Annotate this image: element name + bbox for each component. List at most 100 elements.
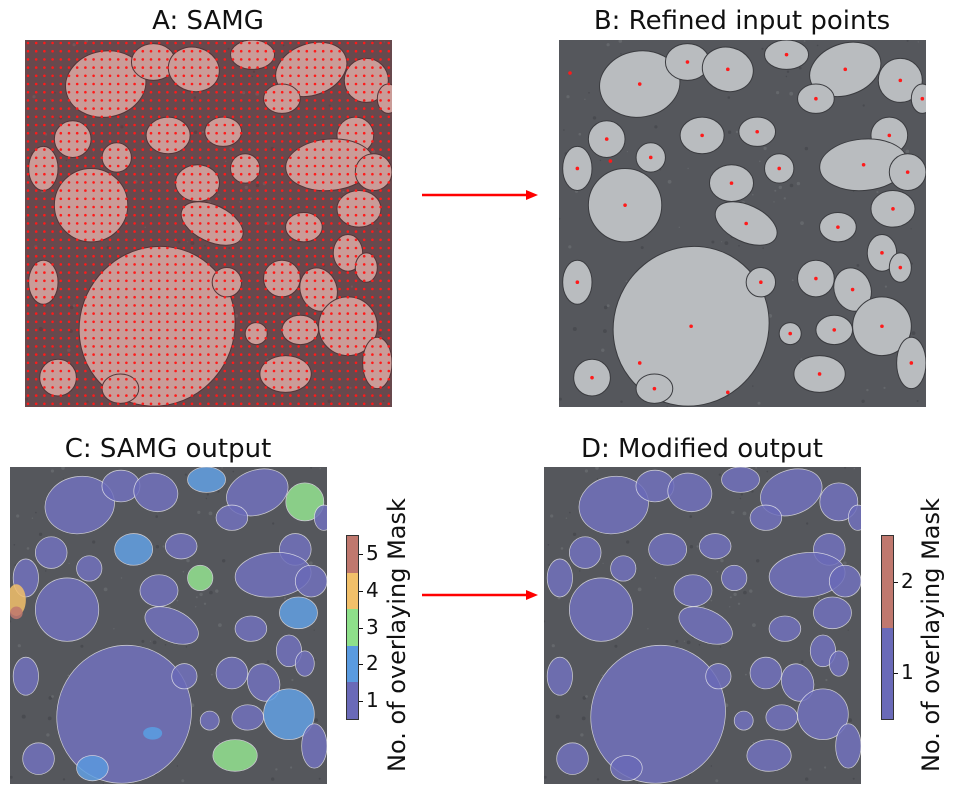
grid-point bbox=[321, 279, 325, 283]
grid-point bbox=[354, 82, 358, 86]
grid-point bbox=[51, 74, 54, 78]
sand-grain bbox=[559, 217, 561, 220]
grid-point bbox=[256, 99, 259, 102]
input-point bbox=[814, 276, 818, 281]
mask bbox=[199, 710, 220, 731]
grid-point bbox=[338, 328, 341, 332]
grid-point bbox=[59, 99, 63, 102]
grid-point bbox=[59, 304, 63, 307]
grid-point bbox=[313, 213, 317, 217]
grid-point bbox=[256, 230, 259, 233]
grid-point bbox=[297, 246, 300, 250]
grid-point bbox=[26, 279, 30, 283]
sand-grain bbox=[141, 639, 145, 643]
grid-point bbox=[157, 238, 161, 242]
grid-point bbox=[149, 230, 153, 233]
grid-point bbox=[75, 123, 79, 127]
grid-point bbox=[379, 328, 382, 332]
grid-point bbox=[198, 336, 202, 340]
grid-point bbox=[43, 287, 46, 291]
sand-grain bbox=[186, 558, 190, 563]
grid-point bbox=[379, 115, 382, 119]
grid-point bbox=[272, 312, 276, 315]
mask bbox=[164, 533, 198, 560]
grid-point bbox=[166, 115, 169, 119]
grid-point bbox=[297, 328, 300, 332]
sand-grain bbox=[21, 714, 26, 719]
grid-point bbox=[43, 238, 46, 242]
grid-point bbox=[330, 164, 333, 168]
grid-point bbox=[297, 304, 300, 307]
grid-point bbox=[59, 148, 63, 151]
grid-point bbox=[182, 82, 186, 86]
grid-point bbox=[43, 320, 46, 324]
grid-point bbox=[338, 74, 341, 78]
grid-point bbox=[100, 279, 104, 283]
grid-point bbox=[207, 115, 210, 119]
grid-point bbox=[67, 82, 71, 86]
grid-point bbox=[75, 90, 79, 94]
grid-point bbox=[280, 58, 284, 61]
sand-grain bbox=[745, 673, 747, 676]
grid-point bbox=[264, 320, 268, 324]
grid-point bbox=[59, 295, 63, 299]
sand-grain bbox=[731, 510, 735, 514]
grid-point bbox=[59, 377, 63, 381]
grid-point bbox=[248, 107, 251, 110]
grid-point bbox=[157, 295, 161, 299]
grid-point bbox=[26, 353, 30, 356]
grid-point bbox=[289, 90, 292, 94]
grid-point bbox=[338, 271, 341, 274]
grid-point bbox=[26, 263, 30, 266]
grid-point bbox=[26, 320, 30, 324]
grid-point bbox=[371, 181, 374, 184]
grid-point bbox=[59, 394, 63, 397]
grid-point bbox=[305, 304, 309, 307]
grid-point bbox=[116, 66, 120, 69]
grid-point bbox=[330, 353, 333, 356]
grid-point bbox=[141, 58, 145, 61]
grid-point bbox=[59, 246, 63, 250]
grid-point bbox=[67, 271, 71, 274]
grid-point bbox=[84, 74, 87, 78]
grid-point bbox=[362, 263, 366, 266]
grid-point bbox=[125, 377, 128, 381]
grid-point bbox=[379, 82, 382, 86]
grid-point bbox=[67, 402, 71, 406]
grid-point bbox=[223, 181, 227, 184]
grid-point bbox=[174, 205, 177, 209]
grid-point bbox=[256, 148, 259, 151]
mask bbox=[234, 615, 268, 642]
grid-point bbox=[108, 148, 112, 151]
sand-grain bbox=[155, 545, 160, 549]
grid-point bbox=[223, 74, 227, 78]
grid-point bbox=[166, 222, 169, 225]
grid-point bbox=[34, 394, 38, 397]
sand-grain bbox=[805, 777, 809, 781]
grid-point bbox=[248, 205, 251, 209]
sand-grain bbox=[786, 70, 790, 73]
grid-point bbox=[248, 246, 251, 250]
grid-point bbox=[182, 295, 186, 299]
sand-grain bbox=[377, 331, 382, 335]
grid-point bbox=[125, 181, 128, 184]
grid-point bbox=[223, 369, 227, 373]
grid-point bbox=[26, 246, 30, 250]
grid-point bbox=[371, 263, 374, 266]
grid-point bbox=[116, 369, 120, 373]
grid-point bbox=[198, 377, 202, 381]
grid-point bbox=[362, 181, 366, 184]
grid-point bbox=[84, 238, 87, 242]
grid-point bbox=[354, 254, 358, 258]
grid-point bbox=[231, 254, 235, 258]
grid-point bbox=[297, 230, 300, 233]
grid-point bbox=[338, 263, 341, 266]
grid-point bbox=[116, 271, 120, 274]
grid-point bbox=[182, 197, 186, 201]
grid-point bbox=[280, 287, 284, 291]
grid-point bbox=[59, 58, 63, 61]
grid-point bbox=[297, 66, 300, 69]
grid-point bbox=[125, 369, 128, 373]
grid-point bbox=[239, 99, 243, 102]
grid-point bbox=[256, 394, 259, 397]
